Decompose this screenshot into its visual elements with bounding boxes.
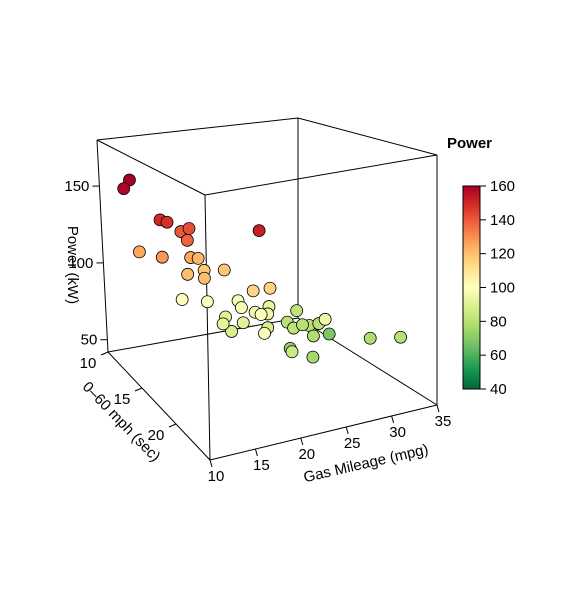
point [133,245,146,259]
x-tick [254,448,258,457]
point [191,251,205,265]
point [236,316,250,330]
x-tick [436,404,440,413]
x-tick-label: 10 [208,468,225,485]
point [216,317,230,331]
point [296,318,309,332]
point [217,263,231,277]
point [160,215,174,229]
x-tick-label: 35 [435,413,452,430]
point [306,329,320,343]
box-edge [96,139,206,196]
box-edge [297,117,438,156]
colorbar-tick-label: 140 [490,212,515,229]
point [197,271,211,285]
colorbar-tick-label: 120 [490,246,515,263]
point [252,224,266,238]
colorbar-tick-label: 160 [490,178,515,195]
point [180,233,194,247]
y-tick-label: 15 [114,391,131,408]
box-edge [204,194,211,461]
colorbar-tick-label: 100 [490,280,515,297]
y-tick [100,351,109,356]
y-tick-label: 10 [80,355,97,372]
point [318,312,332,326]
point [175,293,189,306]
point [263,281,277,295]
x-tick [209,459,213,468]
z-tick-label: 50 [81,332,98,349]
point [290,304,304,318]
x-tick-label: 30 [389,424,406,441]
z-tick-label: 100 [68,255,93,272]
box-edge [204,154,438,196]
z-tick-label: 150 [64,178,89,195]
x-tick-label: 20 [298,446,315,463]
point [246,284,260,298]
point [322,327,336,341]
point [182,222,196,235]
point [117,182,131,196]
z-axis-label: Power (kW) [64,226,81,304]
x-tick-label: 15 [253,457,270,474]
point [306,350,320,364]
x-tick-label: 25 [344,435,361,452]
colorbar [462,185,481,390]
colorbar-tick-label: 60 [490,347,507,364]
y-tick-label: 20 [148,427,165,444]
y-tick [134,387,143,392]
box-edge [297,317,438,406]
point [254,308,268,321]
point [200,295,214,309]
x-axis-label: Gas Mileage (mpg) [302,441,430,486]
point [258,326,271,340]
box-edge [96,117,299,141]
x-tick [300,437,304,446]
box-edge [209,404,438,461]
point [235,301,248,315]
point [181,267,195,281]
point [363,331,377,345]
x-tick [391,415,395,424]
point [394,330,408,344]
point [285,345,299,359]
y-tick [168,423,177,428]
colorbar-tick-label: 40 [490,381,507,398]
box-edge [107,351,211,461]
x-tick [345,426,349,435]
point [155,250,169,264]
box-edge [96,139,109,353]
colorbar-title: Power [447,135,492,152]
colorbar-tick-label: 80 [490,313,507,330]
point [225,325,238,338]
